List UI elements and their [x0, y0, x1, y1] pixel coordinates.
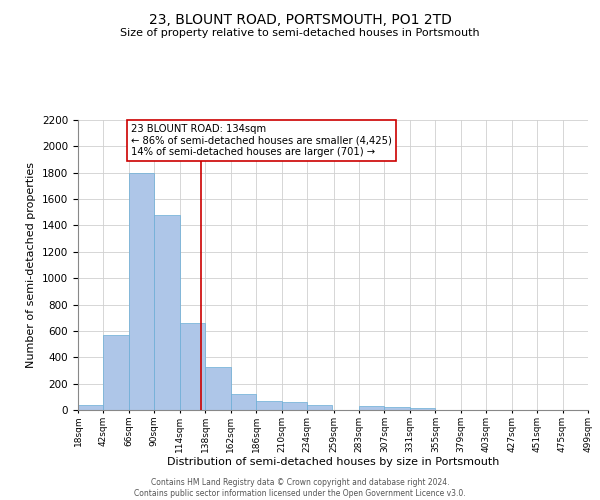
- Bar: [359, 406, 385, 410]
- Text: 23 BLOUNT ROAD: 134sqm
← 86% of semi-detached houses are smaller (4,425)
14% of : 23 BLOUNT ROAD: 134sqm ← 86% of semi-det…: [131, 124, 392, 157]
- Bar: [180, 323, 205, 410]
- Text: Size of property relative to semi-detached houses in Portsmouth: Size of property relative to semi-detach…: [120, 28, 480, 38]
- Bar: [78, 404, 103, 410]
- Text: Contains HM Land Registry data © Crown copyright and database right 2024.
Contai: Contains HM Land Registry data © Crown c…: [134, 478, 466, 498]
- Bar: [307, 406, 332, 410]
- Bar: [230, 394, 256, 410]
- Text: 23, BLOUNT ROAD, PORTSMOUTH, PO1 2TD: 23, BLOUNT ROAD, PORTSMOUTH, PO1 2TD: [149, 12, 451, 26]
- Bar: [103, 335, 129, 410]
- Bar: [410, 408, 436, 410]
- Bar: [129, 172, 154, 410]
- X-axis label: Distribution of semi-detached houses by size in Portsmouth: Distribution of semi-detached houses by …: [167, 458, 499, 468]
- Y-axis label: Number of semi-detached properties: Number of semi-detached properties: [26, 162, 37, 368]
- Bar: [154, 215, 180, 410]
- Bar: [256, 402, 281, 410]
- Bar: [205, 367, 230, 410]
- Bar: [281, 402, 307, 410]
- Bar: [385, 406, 410, 410]
